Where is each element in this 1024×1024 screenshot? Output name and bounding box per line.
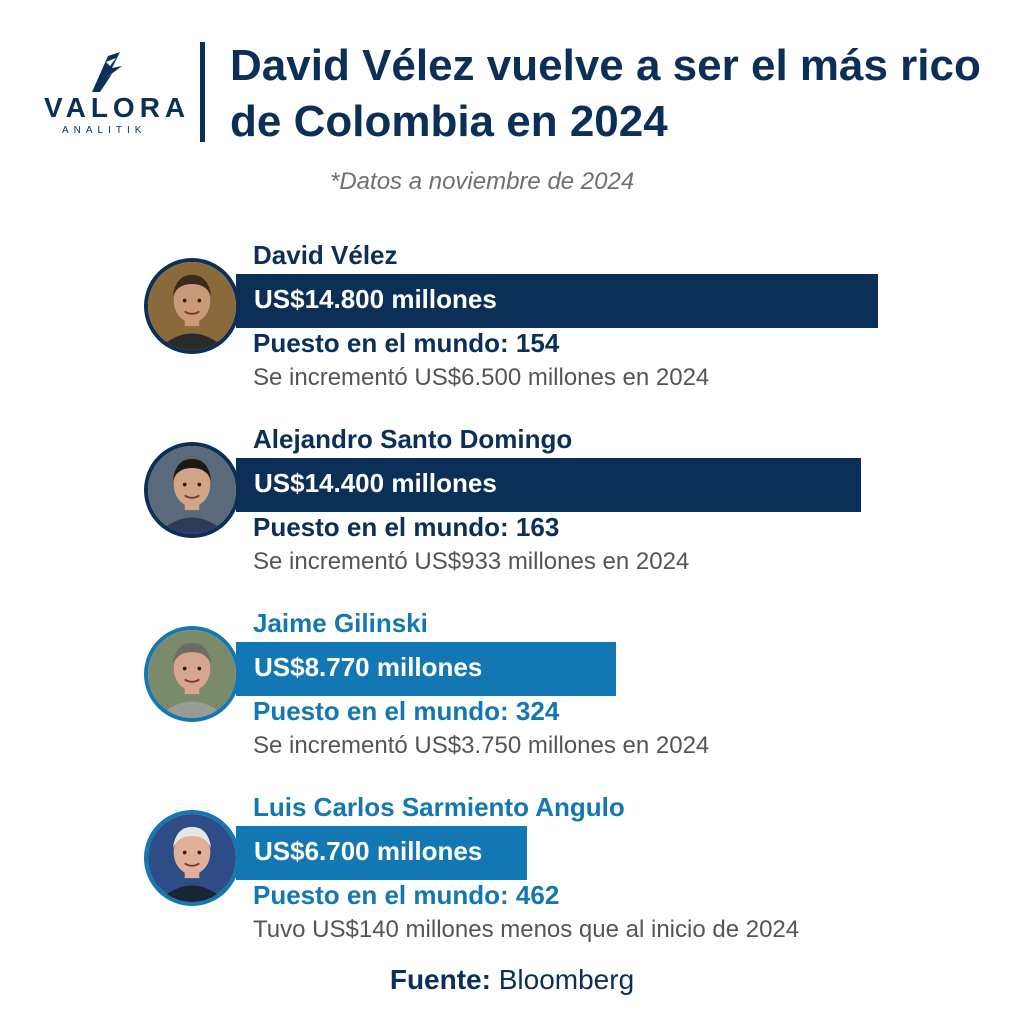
valora-logo: VALORA ANALITIK: [40, 52, 185, 142]
wealth-bar: [236, 274, 878, 328]
wealth-change: Se incrementó US$3.750 millones en 2024: [253, 732, 710, 759]
wealth-bar: [236, 642, 616, 696]
wealth-change: Se incrementó US$6.500 millones en 2024: [253, 364, 710, 391]
wealth-change: Tuvo US$140 millones menos que al inicio…: [253, 916, 800, 943]
source-label: Fuente:: [389, 964, 491, 995]
rank-entry: Luis Carlos Sarmiento Angulo US$6.700 mil…: [0, 792, 1024, 958]
wing-logo-icon: [92, 52, 122, 92]
header-divider: [200, 42, 205, 142]
person-icon: [148, 262, 236, 350]
logo-tagline: ANALITIK: [62, 125, 147, 136]
wealth-bar: [236, 458, 861, 512]
portrait-avatar: [144, 626, 240, 722]
source-value: Bloomberg: [498, 964, 635, 995]
entry-name: David Vélez: [253, 240, 398, 270]
logo-name: VALORA: [44, 92, 191, 123]
world-rank: Puesto en el mundo: 154: [253, 328, 560, 358]
world-rank: Puesto en el mundo: 163: [253, 512, 560, 542]
person-icon: [148, 446, 236, 534]
portrait-avatar: [144, 810, 240, 906]
entry-name: Alejandro Santo Domingo: [253, 424, 573, 454]
rank-entry: Alejandro Santo Domingo US$14.400 millone…: [0, 424, 1024, 590]
rank-entry: Jaime Gilinski US$8.770 millones Puesto en…: [0, 608, 1024, 774]
rank-entry: David Vélez US$14.800 millones Puesto en e…: [0, 240, 1024, 406]
wealth-bar: [236, 826, 527, 880]
portrait-avatar: [144, 442, 240, 538]
source-note: Fuente: Bloomberg: [0, 964, 1024, 996]
entry-name: Luis Carlos Sarmiento Angulo: [253, 792, 625, 822]
person-icon: [148, 814, 236, 902]
wealth-value-label: US$8.770 millones: [254, 652, 483, 682]
wealth-value-label: US$14.400 millones: [254, 468, 497, 498]
person-icon: [148, 630, 236, 718]
wealth-value-label: US$6.700 millones: [254, 836, 483, 866]
entry-name: Jaime Gilinski: [253, 608, 428, 638]
world-rank: Puesto en el mundo: 324: [253, 696, 560, 726]
world-rank: Puesto en el mundo: 462: [253, 880, 560, 910]
chart-title: David Vélez vuelve a ser el más rico de …: [230, 41, 981, 146]
portrait-avatar: [144, 258, 240, 354]
wealth-change: Se incrementó US$933 millones en 2024: [253, 548, 690, 575]
chart-subtitle: *Datos a noviembre de 2024: [330, 168, 635, 195]
wealth-value-label: US$14.800 millones: [254, 284, 497, 314]
